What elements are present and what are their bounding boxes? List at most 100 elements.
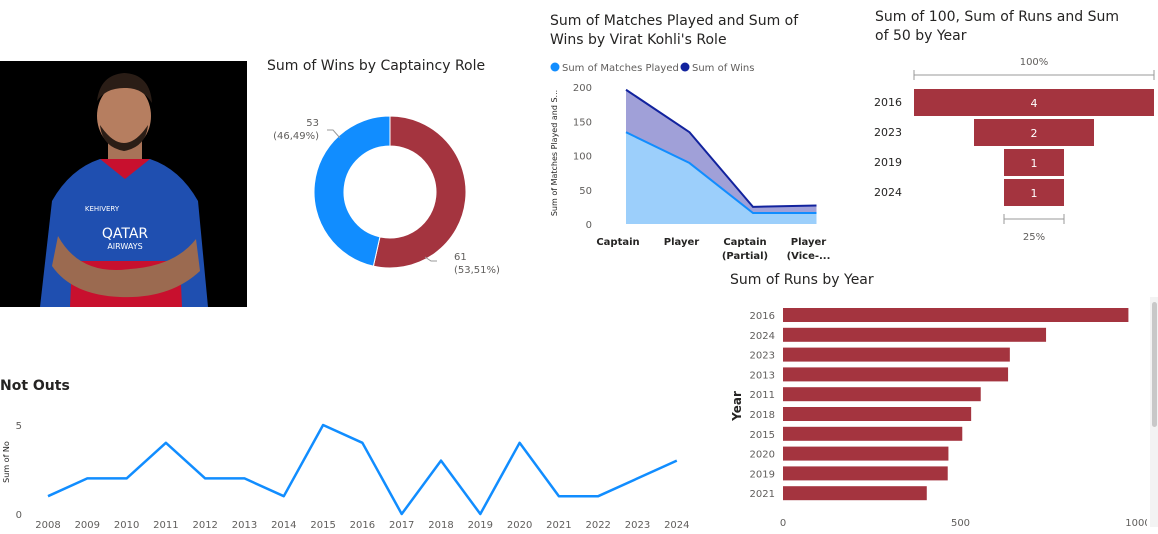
runs-bar-2011 [783,387,981,402]
legend-label-0: Sum of Matches Played [562,63,679,74]
line-xtick-2015: 2015 [310,520,335,531]
line-xtick-2012: 2012 [192,520,217,531]
funnel-chart-title-line1: Sum of 100, Sum of Runs and Sum [875,9,1119,25]
runs-bar-2015 [783,426,963,441]
runs-bar-2019 [783,466,948,481]
area-ytick-150: 150 [573,117,592,128]
area-ytick-0: 0 [586,220,592,231]
line-xtick-2013: 2013 [232,520,257,531]
donut-slice-53 [313,115,391,267]
donut-label-value-61: 61 [454,252,467,263]
runs-chart-scrollbar-thumb[interactable] [1152,302,1157,427]
runs-bar-2013 [783,367,1009,382]
line-xtick-2010: 2010 [114,520,139,531]
runs-xtick-0: 0 [780,518,786,529]
funnel-bar-2024 [1004,179,1064,206]
line-ytick-0: 0 [16,510,22,521]
runs-bar-2018 [783,407,972,421]
line-chart-title: Not Outs [0,378,70,394]
donut-label-value-53: 53 [306,118,319,129]
funnel-bottom-label: 25% [1023,232,1045,243]
line-xtick-2011: 2011 [153,520,178,531]
area-xcat-2-line1: Captain [723,237,766,248]
runs-ylabel-2019: 2019 [750,469,775,480]
line-xtick-2016: 2016 [350,520,375,531]
line-xtick-2023: 2023 [625,520,650,531]
legend-marker-0 [550,62,560,72]
funnel-category-2024: 2024 [874,186,902,199]
funnel-category-2016: 2016 [874,96,902,109]
funnel-chart: 100% 4 2016 2 2023 1 2019 1 2024 25% [874,57,1155,243]
donut-label-pct-61: (53,51%) [454,265,500,276]
player-photo: QATAR AIRWAYS KEHIVERY [0,61,247,307]
runs-bar-chart: 2016 2024 2023 2013 2011 2018 2015 2020 2019 2021… [730,308,1147,529]
jersey-text-airways: AIRWAYS [107,242,142,251]
area-chart: Sum of Matches Played Sum of Wins 0 50 100 15… [550,62,831,262]
jersey-text-qatar: QATAR [102,226,149,242]
line-series-not-outs [47,423,678,516]
funnel-bar-value-2019: 1 [1031,157,1038,170]
runs-ylabel-2013: 2013 [750,370,775,381]
jersey-text-sponsor: KEHIVERY [85,205,120,213]
line-y-axis-label: Sum of No [2,441,11,483]
line-xtick-2014: 2014 [271,520,296,531]
legend-label-1: Sum of Wins [692,63,754,74]
funnel-chart-title-line2: of 50 by Year [875,28,967,44]
runs-ylabel-2023: 2023 [750,351,775,362]
not-outs-line-chart: 0 5 Sum of No 2008 2009 2010 2011 2012 2013 2014 2… [2,421,690,531]
funnel-category-2023: 2023 [874,126,902,139]
line-xtick-2019: 2019 [468,520,493,531]
line-xtick-2018: 2018 [428,520,453,531]
line-ytick-5: 5 [16,421,22,432]
funnel-bar-value-2023: 2 [1031,127,1038,140]
line-xtick-2008: 2008 [35,520,60,531]
donut-leader-line-61 [424,256,437,262]
donut-label-pct-53: (46,49%) [273,131,319,142]
runs-ylabel-2016: 2016 [750,311,775,322]
runs-xtick-1000: 1000 [1125,518,1147,529]
funnel-bar-value-2024: 1 [1031,187,1038,200]
area-line-wins [625,88,817,208]
runs-bar-2024 [783,327,1047,342]
area-chart-title-line1: Sum of Matches Played and Sum of [550,13,799,29]
runs-ylabel-2011: 2011 [750,390,775,401]
donut-chart: 53 (46,49%) 61 (53,51%) [273,115,500,276]
line-xtick-2024: 2024 [664,520,689,531]
line-xtick-2020: 2020 [507,520,532,531]
donut-chart-title: Sum of Wins by Captaincy Role [267,58,486,74]
area-ytick-100: 100 [573,152,592,163]
area-xcat-0-line1: Captain [596,237,639,248]
donut-slice-61 [372,115,467,269]
area-ytick-200: 200 [573,83,592,94]
area-xcat-2-line2: (Partial) [722,251,768,262]
runs-y-axis-title: Year [730,391,744,422]
donut-leader-line-53 [327,129,341,139]
line-xtick-2021: 2021 [546,520,571,531]
runs-ylabel-2018: 2018 [750,410,775,421]
runs-ylabel-2015: 2015 [750,430,775,441]
runs-chart-title: Sum of Runs by Year [730,272,874,288]
runs-bar-2016 [783,308,1129,322]
funnel-bar-2016 [914,89,1154,116]
area-fill-matches [626,132,817,224]
runs-xtick-500: 500 [951,518,970,529]
area-line-matches [625,131,817,215]
area-y-axis-label: Sum of Matches Played and S... [550,90,559,216]
area-xcat-3-line1: Player [791,237,826,248]
area-xcat-1-line1: Player [664,237,699,248]
line-xtick-2009: 2009 [75,520,100,531]
legend-marker-1 [680,62,690,72]
line-xtick-2022: 2022 [585,520,610,531]
funnel-bar-2023 [974,119,1094,146]
runs-bar-2023 [783,347,1010,362]
runs-ylabel-2024: 2024 [750,331,775,342]
funnel-bar-2019 [1004,149,1064,176]
funnel-top-label: 100% [1020,57,1049,68]
runs-bar-2020 [783,446,949,461]
funnel-category-2019: 2019 [874,156,902,169]
funnel-bar-value-2016: 4 [1031,97,1038,110]
runs-bar-2021 [783,486,927,501]
area-ytick-50: 50 [579,186,592,197]
area-xcat-3-line2: (Vice-... [787,251,831,262]
line-xtick-2017: 2017 [389,520,414,531]
